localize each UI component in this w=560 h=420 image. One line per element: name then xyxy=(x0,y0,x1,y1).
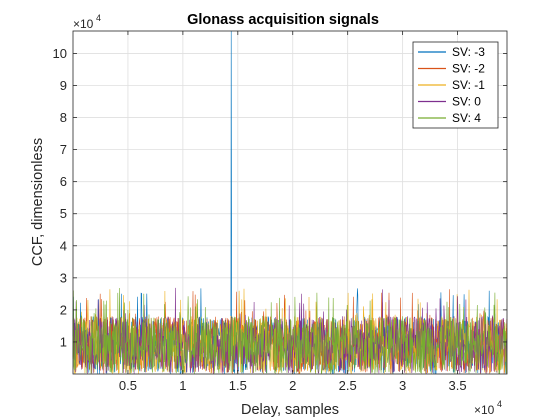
legend-label: SV: -3 xyxy=(452,45,485,59)
x-tick-label: 2.5 xyxy=(339,378,357,393)
y-tick-label: 4 xyxy=(60,238,67,253)
y-axis-multiplier: ×10 4 xyxy=(73,13,101,31)
x-tick-label: 0.5 xyxy=(119,378,137,393)
series-lines xyxy=(72,30,508,375)
legend-label: SV: -2 xyxy=(452,62,485,76)
series-line xyxy=(72,287,508,375)
y-tick-label: 6 xyxy=(60,174,67,189)
legend-label: SV: 0 xyxy=(452,95,481,109)
y-tick-label: 1 xyxy=(60,334,67,349)
y-tick-label: 9 xyxy=(60,78,67,93)
y-tick-label: 3 xyxy=(60,270,67,285)
legend-label: SV: -1 xyxy=(452,78,485,92)
chart-title: Glonass acquisition signals xyxy=(187,12,379,28)
axes-box xyxy=(72,30,508,375)
x-axis-label: Delay, samples xyxy=(241,402,339,418)
x-tick-label: 3.5 xyxy=(449,378,467,393)
x-tick-labels: 0.5 1 1.5 2 2.5 3 3.5 xyxy=(119,378,467,393)
x-tick-label: 3 xyxy=(399,378,406,393)
x-multiplier-exponent: 4 xyxy=(497,399,502,409)
x-axis-multiplier: ×10 4 xyxy=(474,399,502,417)
y-tick-label: 10 xyxy=(53,46,67,61)
legend-label: SV: 4 xyxy=(452,111,481,125)
axis-ticks xyxy=(73,31,507,374)
x-tick-label: 1.5 xyxy=(229,378,247,393)
y-tick-label: 5 xyxy=(60,206,67,221)
y-multiplier-base: ×10 xyxy=(73,17,94,31)
legend: SV: -3 SV: -2 SV: -1 SV: 0 SV: 4 xyxy=(412,41,499,129)
y-tick-labels: 1 2 3 4 5 6 7 8 9 10 xyxy=(53,46,67,350)
y-multiplier-exponent: 4 xyxy=(96,13,101,23)
x-tick-label: 1 xyxy=(179,378,186,393)
y-tick-label: 7 xyxy=(60,142,67,157)
x-tick-label: 2 xyxy=(289,378,296,393)
y-tick-label: 8 xyxy=(60,110,67,125)
y-tick-label: 2 xyxy=(60,302,67,317)
y-axis-label: CCF, dimensionless xyxy=(30,138,46,266)
x-multiplier-base: ×10 xyxy=(474,403,495,417)
